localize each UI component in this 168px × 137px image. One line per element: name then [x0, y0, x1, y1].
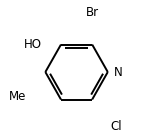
- Text: HO: HO: [24, 38, 42, 51]
- Text: Cl: Cl: [110, 120, 122, 133]
- Text: Me: Me: [9, 90, 26, 103]
- Text: N: N: [114, 65, 122, 79]
- Text: Br: Br: [86, 6, 99, 19]
